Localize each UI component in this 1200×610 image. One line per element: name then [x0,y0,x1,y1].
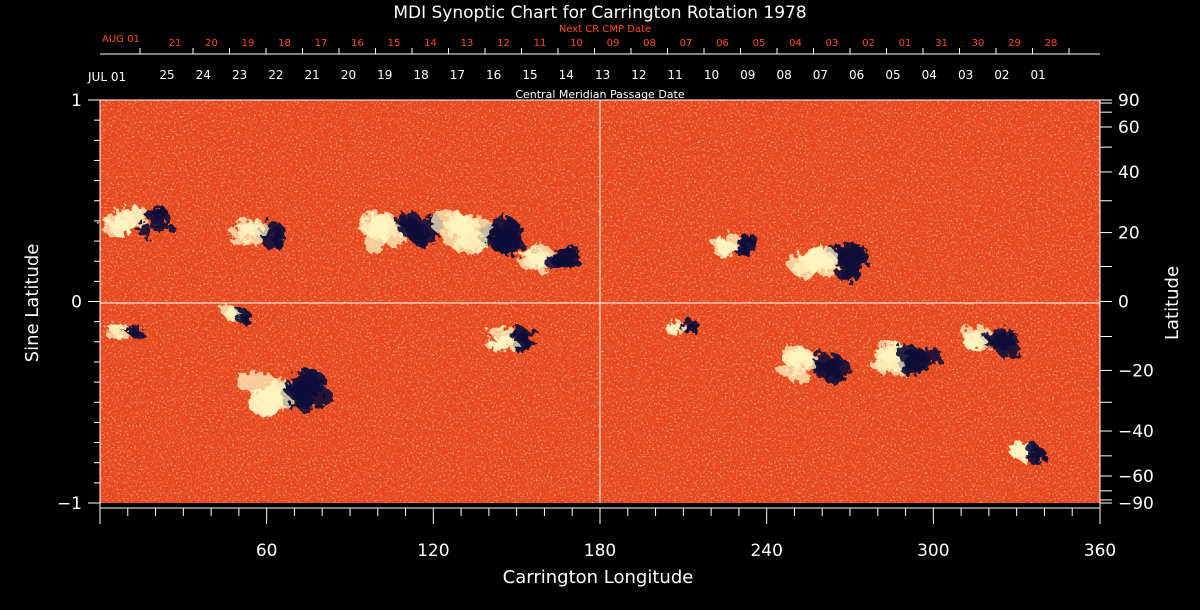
top-axis-tick-label: 10 [704,68,719,82]
active-region [961,326,1021,359]
next-axis-tick-label: 16 [351,38,364,49]
next-axis-tick-label: 03 [826,38,839,49]
active-region [1009,441,1047,464]
next-axis-tick-label: 17 [315,38,328,49]
x-tick-label: 60 [256,541,278,561]
top-axis-tick-label: 21 [305,68,320,82]
y-right-tick-label: −20 [1118,361,1154,381]
next-axis-tick-label: 13 [461,38,474,49]
x-tick-label: 360 [1084,541,1116,561]
next-axis-start: AUG 01 [102,34,140,45]
top-axis-tick-label: 06 [849,68,864,82]
next-axis-tick-label: 05 [753,38,766,49]
next-axis-tick-label: 02 [862,38,875,49]
y-left-tick-label: −1 [57,494,82,514]
y-left-tick-label: 0 [71,293,82,313]
active-region [430,208,525,256]
y-axis-right: −90 −60 −40 −20 0 20 40 60 90 [1100,91,1154,514]
top-axis-tick-label: 19 [377,68,392,82]
cmp-date-axis: JUL 01 25 24 23 22 21 20 19 18 17 16 15 14 13 12 11 10 0… [87,68,1046,101]
top-axis-tick-label: 09 [740,68,755,82]
top-axis-tick-label: 20 [341,68,356,82]
top-axis-label: Central Meridian Passage Date [515,88,684,101]
x-tick-label: 180 [584,541,616,561]
active-region [787,241,868,283]
y-right-tick-label: 40 [1118,163,1140,183]
next-axis-tick-label: 20 [205,38,218,49]
next-axis-tick-label: 14 [424,38,437,49]
top-axis-tick-label: 07 [813,68,828,82]
next-axis-tick-label: 09 [607,38,620,49]
top-axis-tick-label: 15 [522,68,537,82]
active-region [105,323,145,340]
y-axis-left: −1 0 1 [57,91,100,514]
active-region [869,340,944,377]
next-axis-tick-label: 10 [570,38,583,49]
y-axis-label-right: Latitude [1162,266,1183,340]
top-axis-tick-label: 05 [885,68,900,82]
top-axis-tick-label: 24 [196,68,211,82]
top-axis-tick-label: 08 [776,68,791,82]
next-axis-tick-label: 21 [169,38,182,49]
active-region [484,325,539,354]
top-axis-tick-label: 18 [413,68,428,82]
next-axis-tick-label: 11 [534,38,547,49]
y-right-tick-label: −90 [1118,494,1154,514]
next-axis-tick-label: 08 [643,38,656,49]
active-region [665,316,699,337]
active-region [518,244,581,273]
next-axis-tick-label: 15 [388,38,401,49]
top-axis-tick-label: 12 [631,68,646,82]
top-axis-tick-label: 25 [159,68,174,82]
chart-title: MDI Synoptic Chart for Carrington Rotati… [393,3,806,23]
active-region [776,344,852,386]
top-axis-tick-label: 02 [994,68,1009,82]
active-region [710,233,758,257]
y-right-tick-label: 90 [1118,91,1140,111]
y-right-tick-label: 60 [1118,118,1140,138]
next-axis-tick-label: 18 [278,38,291,49]
y-right-tick-label: 0 [1118,293,1129,313]
active-region [358,210,444,255]
active-region [230,219,286,250]
y-right-tick-label: −60 [1118,467,1154,487]
top-axis-tick-label: 04 [922,68,937,82]
next-axis-tick-label: 30 [972,38,985,49]
next-axis-tick-label: 31 [935,38,948,49]
top-axis-tick-label: 17 [450,68,465,82]
active-region [236,367,334,418]
active-region [219,304,254,326]
next-axis-tick-label: 01 [899,38,912,49]
y-right-tick-label: 20 [1118,224,1140,244]
top-axis-tick-label: 14 [559,68,574,82]
top-axis-tick-label: 13 [595,68,610,82]
next-axis-tick-label: 28 [1045,38,1058,49]
next-axis-tick-label: 06 [716,38,729,49]
next-axis-tick-label: 04 [789,38,802,49]
x-tick-label: 300 [917,541,949,561]
top-axis-tick-label: 01 [1031,68,1046,82]
next-cr-axis: Next CR CMP Date AUG 01 21 20 19 18 17 16 15 14… [100,24,1100,55]
next-axis-tick-label: 29 [1008,38,1021,49]
x-tick-label: 240 [750,541,782,561]
top-axis-tick-label: 11 [668,68,683,82]
y-axis-label-left: Sine Latitude [22,244,43,363]
y-left-tick-label: 1 [71,91,82,111]
x-tick-label: 120 [417,541,449,561]
next-axis-label: Next CR CMP Date [559,24,651,35]
next-axis-tick-label: 12 [497,38,510,49]
active-region [101,205,176,239]
top-axis-tick-label: 16 [486,68,501,82]
top-axis-tick-label: 23 [232,68,247,82]
x-axis-label: Carrington Longitude [503,567,694,588]
top-axis-start: JUL 01 [87,70,126,84]
y-right-tick-label: −40 [1118,422,1154,442]
next-axis-tick-label: 19 [242,38,255,49]
next-axis-tick-label: 07 [680,38,693,49]
top-axis-tick-label: 22 [268,68,283,82]
top-axis-tick-label: 03 [958,68,973,82]
x-axis: 60 120 180 240 300 360 [99,508,1116,561]
